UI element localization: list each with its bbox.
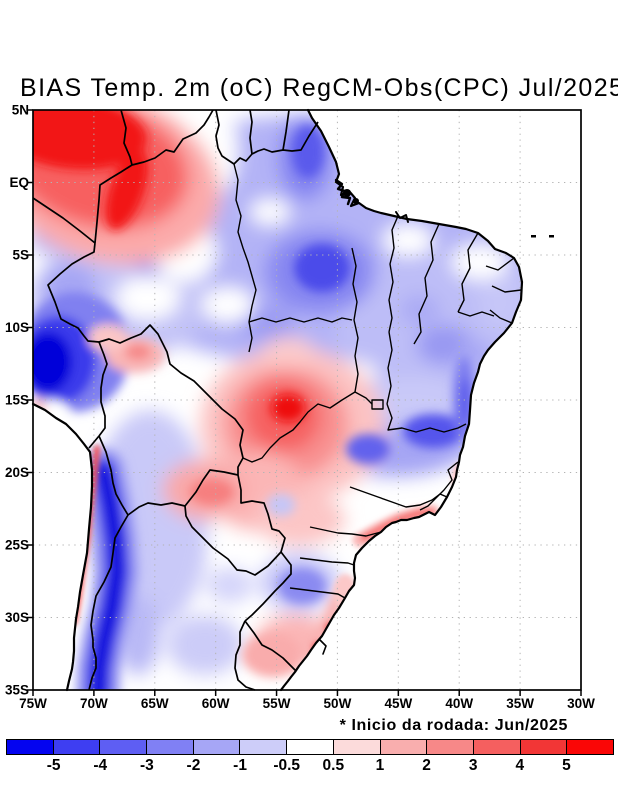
colorbar-tick--4: -4 [93,757,108,774]
lon-label-60W: 60W [202,696,230,711]
marajo-island [343,189,359,204]
coastline [31,108,524,692]
lat-label-EQ: EQ [9,175,29,190]
lat-label-30S: 30S [5,610,29,625]
colorbar-tick-1: 1 [375,757,385,774]
lat-axis-labels: 5N EQ 5S 10S 15S 20S 25S 30S 35S [5,103,29,698]
graticule-grid [33,110,581,690]
colorbar-segment-11 [519,740,567,754]
colorbar-tick--2: -2 [186,757,201,774]
page-title: BIAS Temp. 2m (oC) RegCM-Obs(CPC) Jul/20… [20,74,618,102]
lat-label-20S: 20S [5,465,29,480]
colorbar-segment-5 [239,740,287,754]
lon-label-55W: 55W [263,696,291,711]
colorbar-tick-labels: -5 -4 -3 -2 -1 -0.5 0.5 1 2 3 4 5 [6,757,614,777]
lon-label-70W: 70W [80,696,108,711]
lon-label-40W: 40W [445,696,473,711]
colorbar-tick-0.5: 0.5 [322,757,345,774]
colorbar-segment-8 [379,740,427,754]
colorbar-segment-1 [52,740,100,754]
country-borders [32,109,319,691]
offshore-islands [531,235,554,238]
lon-label-75W: 75W [19,696,47,711]
colorbar-segment-3 [146,740,193,754]
colorbar-tick-3: 3 [468,757,478,774]
axis-ticks [27,109,582,696]
lat-label-5S: 5S [12,248,29,263]
lon-label-30W: 30W [567,696,595,711]
colorbar-tick-2: 2 [422,757,431,774]
lon-label-65W: 65W [141,696,169,711]
lat-label-15S: 15S [5,393,29,408]
colorbar-segment-9 [426,740,473,754]
lat-label-25S: 25S [5,538,29,553]
colorbar [6,739,614,755]
lat-label-10S: 10S [5,320,29,335]
colorbar-segment-0 [7,740,53,754]
lon-label-45W: 45W [384,696,412,711]
state-borders [233,163,522,599]
run-start-note: * Inicio da rodada: Jun/2025 [339,717,568,734]
colorbar-tick--5: -5 [46,757,61,774]
lon-label-50W: 50W [324,696,352,711]
lon-axis-labels: 75W 70W 65W 60W 55W 50W 45W 40W 35W 30W [19,696,595,711]
lon-label-35W: 35W [506,696,534,711]
colorbar-tick--0.5: -0.5 [273,757,301,774]
colorbar-tick--1: -1 [233,757,247,774]
colorbar-segment-7 [332,740,380,754]
colorbar-tick--3: -3 [139,757,154,774]
colorbar-segment-4 [192,740,240,754]
colorbar-segment-12 [566,740,613,754]
colorbar-segment-6 [286,740,333,754]
lat-label-5N: 5N [12,103,29,118]
lat-label-35S: 35S [5,683,29,698]
colorbar-segment-2 [99,740,147,754]
colorbar-tick-5: 5 [562,757,571,774]
colorbar-tick-4: 4 [515,757,525,774]
colorbar-segment-10 [472,740,520,754]
